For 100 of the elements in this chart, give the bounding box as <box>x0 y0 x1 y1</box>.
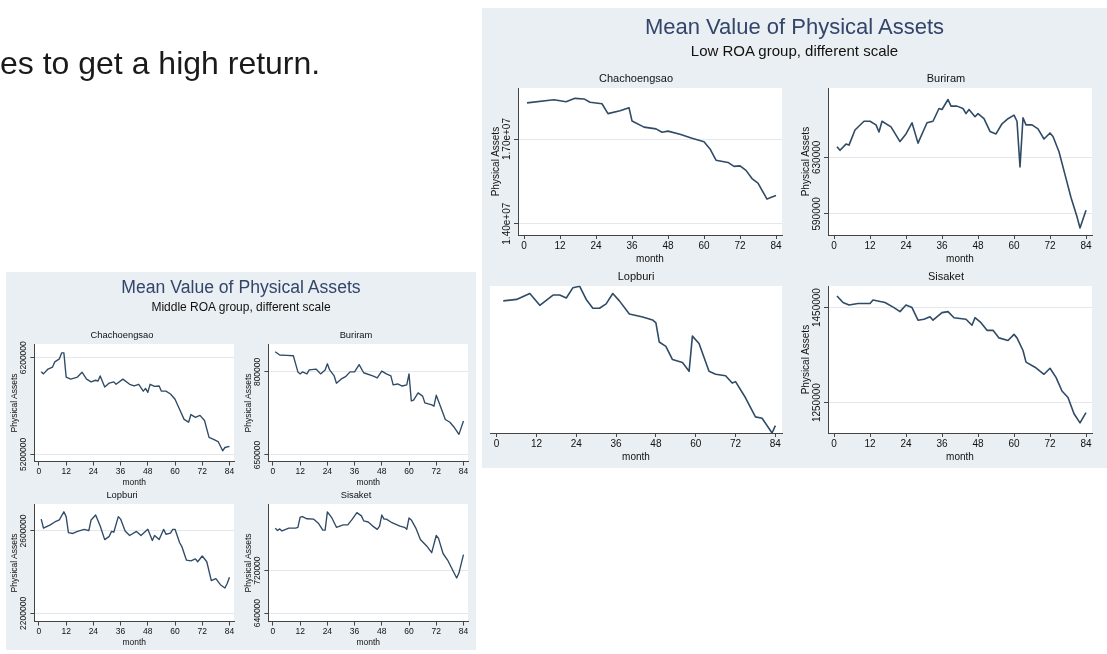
y-tick-label: 5200000 <box>18 437 29 471</box>
x-tick-label: 36 <box>115 626 126 637</box>
x-tick-label: 84 <box>1080 437 1092 449</box>
y-axis-title: Physical Assets <box>243 373 254 433</box>
x-axis-title: month <box>122 477 147 488</box>
x-tick-label: 84 <box>770 239 782 251</box>
x-tick-label: 84 <box>769 437 782 449</box>
x-tick-label: 24 <box>322 466 333 477</box>
x-tick-label: 72 <box>431 466 442 477</box>
y-axis-title: Physical Assets <box>9 373 20 433</box>
x-tick-label: 36 <box>936 437 948 449</box>
x-axis-title: month <box>636 252 664 264</box>
x-tick-label: 48 <box>662 239 674 251</box>
x-tick-label: 72 <box>729 437 742 449</box>
x-tick-label: 60 <box>170 626 181 637</box>
x-tick-label: 48 <box>972 437 984 449</box>
y-axis-title: Physical Assets <box>799 324 811 395</box>
y-axis-title: Physical Assets <box>799 126 811 197</box>
x-tick-label: 24 <box>88 466 99 477</box>
x-tick-label: 48 <box>143 626 153 637</box>
x-tick-label: 36 <box>349 626 360 637</box>
x-tick-label: 24 <box>88 626 99 637</box>
x-tick-label: 0 <box>831 437 838 449</box>
x-tick-label: 72 <box>431 626 442 637</box>
x-tick-label: 12 <box>554 239 566 251</box>
x-tick-label: 0 <box>270 626 276 637</box>
x-axis-title: month <box>356 477 381 488</box>
text: Low ROA group, different scale <box>689 42 900 59</box>
x-tick-label: 0 <box>36 626 42 637</box>
y-tick-label: 1250000 <box>810 382 822 423</box>
x-tick-label: 36 <box>936 239 948 251</box>
x-tick-label: 48 <box>972 239 984 251</box>
x-tick-label: 84 <box>458 466 469 477</box>
x-tick-label: 72 <box>197 626 208 637</box>
y-tick-label: 720000 <box>252 556 263 585</box>
x-tick-label: 48 <box>377 626 387 637</box>
x-tick-label: 36 <box>626 239 638 251</box>
x-tick-label: 0 <box>521 239 528 251</box>
x-tick-label: 84 <box>224 466 235 477</box>
y-tick-label: 650000 <box>252 440 263 470</box>
x-tick-label: 0 <box>831 239 838 251</box>
x-tick-label: 72 <box>1044 437 1056 449</box>
x-tick-label: 12 <box>864 239 876 251</box>
y-tick-label: 630000 <box>810 140 822 175</box>
chart-title: Chachoengsao <box>90 330 154 341</box>
x-tick-label: 36 <box>610 437 623 449</box>
text: Middle ROA group, different scale <box>150 299 332 314</box>
x-axis-title: month <box>946 450 974 462</box>
x-tick-label: 24 <box>590 239 602 251</box>
x-tick-label: 60 <box>690 437 702 449</box>
x-tick-label: 60 <box>404 466 415 477</box>
x-tick-label: 84 <box>224 626 235 637</box>
y-tick-label: 1.40e+07 <box>500 202 512 245</box>
x-axis-title: month <box>946 252 974 264</box>
x-tick-label: 60 <box>1008 239 1020 251</box>
chart-title: Sisaket <box>340 490 372 501</box>
y-tick-label: 1.70e+07 <box>500 117 512 161</box>
x-tick-label: 0 <box>270 466 276 477</box>
x-tick-label: 60 <box>404 626 415 637</box>
x-tick-label: 48 <box>377 466 387 477</box>
x-tick-label: 60 <box>698 239 710 251</box>
y-tick-label: 590000 <box>810 196 822 231</box>
text: Mean Value of Physical Assets <box>120 276 362 298</box>
x-tick-label: 48 <box>650 437 662 449</box>
x-tick-label: 72 <box>1044 239 1056 251</box>
x-axis-title: month <box>622 450 650 462</box>
y-tick-label: 1450000 <box>810 287 822 328</box>
y-tick-label: 640000 <box>252 598 263 628</box>
y-axis-title: Physical Assets <box>9 533 20 593</box>
x-tick-label: 12 <box>61 466 72 477</box>
y-axis-title: Physical Assets <box>243 533 254 593</box>
x-tick-label: 60 <box>170 466 181 477</box>
x-tick-label: 0 <box>493 437 500 449</box>
x-tick-label: 12 <box>530 437 543 449</box>
x-tick-label: 72 <box>197 466 208 477</box>
y-tick-label: 6200000 <box>18 340 29 375</box>
x-tick-label: 24 <box>900 239 912 251</box>
x-tick-label: 36 <box>115 466 126 477</box>
y-tick-label: 2200000 <box>18 596 29 630</box>
x-tick-label: 12 <box>864 437 876 449</box>
x-tick-label: 24 <box>570 437 583 449</box>
chart-title: Buriram <box>926 71 966 84</box>
x-tick-label: 24 <box>900 437 912 449</box>
x-tick-label: 12 <box>295 466 306 477</box>
y-tick-label: 800000 <box>252 357 263 387</box>
chart-title: Chachoengsao <box>598 71 674 84</box>
x-tick-label: 84 <box>458 626 469 637</box>
y-tick-label: 2600000 <box>18 514 29 548</box>
x-tick-label: 84 <box>1080 239 1092 251</box>
x-tick-label: 72 <box>734 239 746 251</box>
text: es to get a high return. <box>0 45 322 82</box>
chart-title: Buriram <box>339 330 373 341</box>
x-tick-label: 0 <box>36 466 42 477</box>
chart-title: Lopburi <box>106 490 138 501</box>
chart-title: Sisaket <box>927 269 965 282</box>
x-tick-label: 12 <box>61 626 72 637</box>
y-axis-title: Physical Assets <box>489 126 501 197</box>
x-axis-title: month <box>356 637 381 648</box>
x-axis-title: month <box>122 637 147 648</box>
chart-title: Lopburi <box>617 269 655 282</box>
